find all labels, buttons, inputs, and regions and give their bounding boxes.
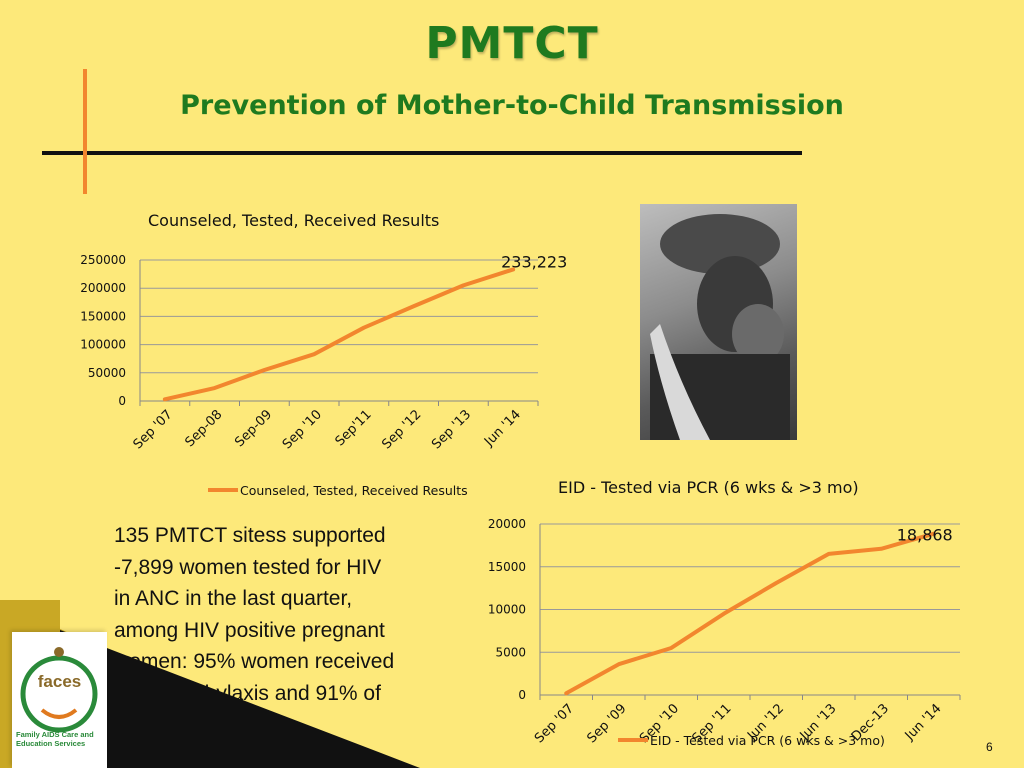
y-tick-label: 20000: [488, 517, 526, 531]
chart1-title: Counseled, Tested, Received Results: [148, 211, 440, 230]
logo-smile: [40, 708, 78, 719]
slide-title: PMTCT: [425, 18, 599, 69]
y-tick-label: 50000: [88, 366, 126, 380]
vertical-accent-rule: [83, 69, 87, 194]
wedge-black: [60, 630, 420, 768]
y-tick-label: 5000: [495, 645, 526, 659]
y-tick-label: 0: [518, 688, 526, 702]
x-tick-label: Sep '07: [131, 407, 176, 452]
x-tick-label: Sep '13: [429, 407, 474, 452]
logo-name: faces: [37, 672, 82, 691]
series-line: [162, 267, 516, 402]
x-tick-label: Sep-09: [232, 407, 275, 450]
y-tick-label: 150000: [80, 309, 126, 323]
x-tick-label: Sep '12: [379, 407, 424, 452]
y-tick-label: 100000: [80, 338, 126, 352]
x-tick-label: Sep '10: [280, 407, 325, 452]
faces-logo: faces Family AIDS Care and Education Ser…: [12, 632, 107, 768]
photo-headwrap: [660, 214, 780, 274]
legend-label: Counseled, Tested, Received Results: [240, 483, 468, 498]
logo-head: [54, 647, 64, 657]
x-tick-label: Sep '07: [532, 701, 577, 746]
y-tick-label: 250000: [80, 253, 126, 267]
y-tick-label: 10000: [488, 603, 526, 617]
chart2-title: EID - Tested via PCR (6 wks & >3 mo): [558, 478, 859, 497]
y-tick-label: 15000: [488, 560, 526, 574]
legend-label: EID - Tested via PCR (6 wks & >3 mo): [650, 733, 885, 748]
logo-caption: Family AIDS Care and Education Services: [16, 730, 94, 748]
value-annotation: 233,223: [501, 252, 567, 271]
horizontal-rule: [42, 151, 802, 155]
y-tick-label: 0: [118, 394, 126, 408]
y-tick-label: 200000: [80, 281, 126, 295]
photo-illustration: [650, 214, 790, 440]
body-text: 135 PMTCT sitess supported -7,899 women …: [114, 524, 395, 736]
logo-ring: [20, 655, 98, 733]
series-line: [564, 531, 936, 696]
photo-child-face: [732, 304, 784, 364]
photo-scarf: [650, 324, 710, 440]
x-tick-label: Jun '14: [902, 701, 945, 744]
x-tick-label: Sep'11: [333, 407, 375, 449]
x-tick-label: Jun '14: [481, 407, 524, 450]
page-number: 6: [986, 740, 993, 754]
x-tick-label: Sep-08: [182, 407, 225, 450]
slide-subtitle: Prevention of Mother-to-Child Transmissi…: [180, 90, 844, 121]
value-annotation: 18,868: [897, 526, 953, 545]
logo-graphic: [20, 647, 98, 733]
mother-child-photo: [640, 204, 797, 440]
